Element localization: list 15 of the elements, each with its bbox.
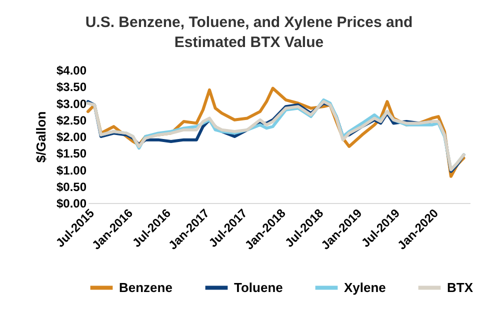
legend-label: Benzene: [119, 280, 172, 295]
y-tick-label: $1.00: [56, 163, 87, 178]
legend-label: Toluene: [234, 280, 283, 295]
y-tick-label: $3.50: [56, 80, 87, 94]
y-tick-label: $0.00: [56, 196, 87, 210]
y-tick-label: $2.00: [56, 130, 87, 144]
y-tick-label: $1.50: [56, 146, 87, 161]
y-axis-title: $/Gallon: [33, 111, 48, 163]
y-tick-label: $0.50: [56, 180, 87, 194]
y-tick-label: $2.50: [56, 113, 87, 128]
chart-title: U.S. Benzene, Toluene, and Xylene Prices and Estimated BTX Value: [85, 14, 413, 51]
legend-label: Xylene: [344, 280, 386, 295]
y-tick-label: $3.00: [56, 96, 87, 111]
legend-label: BTX: [447, 280, 474, 295]
y-tick-label: $4.00: [56, 64, 87, 78]
